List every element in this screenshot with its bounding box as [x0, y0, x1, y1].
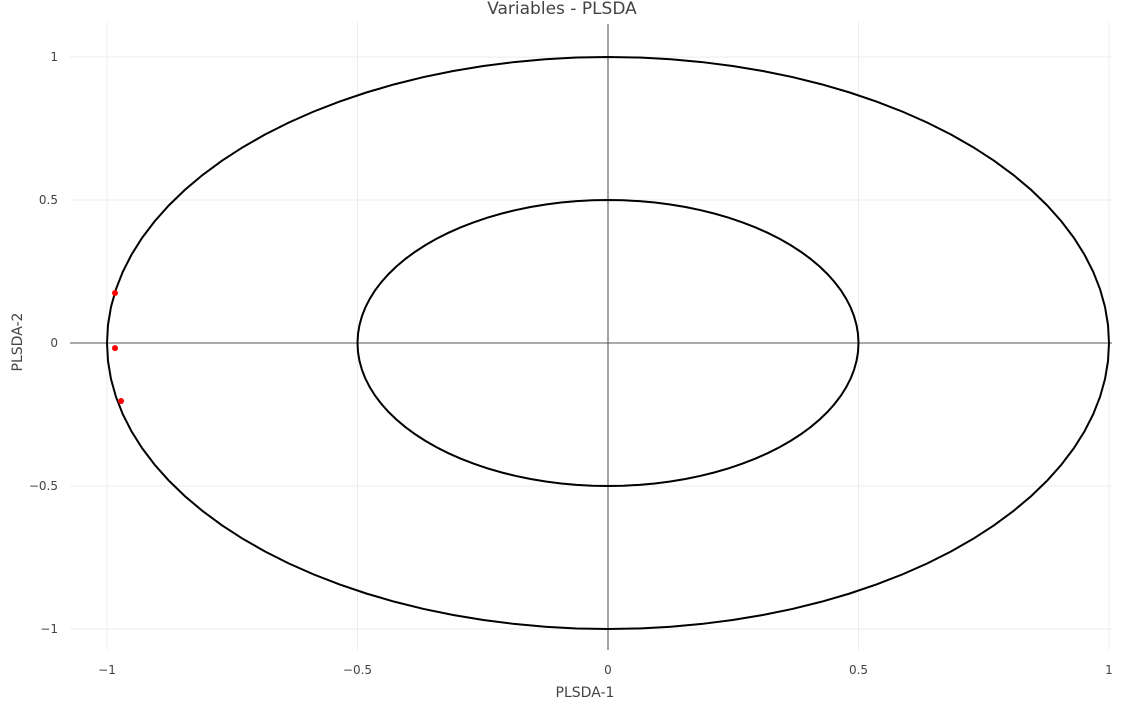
y-tick-label: 1: [50, 50, 58, 64]
variable-points: [112, 289, 125, 405]
data-point[interactable]: [118, 398, 125, 405]
y-axis-title: PLSDA-2: [10, 313, 26, 372]
correlation-circles: [105, 55, 1111, 631]
y-tick-label: 0.5: [39, 193, 58, 207]
y-tick-label: 0: [50, 336, 58, 350]
y-axis-ticks: −1 −0.5 0 0.5 1: [29, 50, 58, 636]
x-tick-label: 0.5: [849, 663, 868, 677]
inner-circle: [356, 198, 860, 488]
chart-title: Variables - PLSDA: [487, 0, 637, 19]
x-tick-label: −0.5: [343, 663, 372, 677]
x-tick-label: 0: [604, 663, 612, 677]
outer-circle: [105, 55, 1111, 631]
x-axis-title: PLSDA-1: [556, 685, 615, 701]
y-tick-label: −1: [40, 622, 58, 636]
x-axis-ticks: −1 −0.5 0 0.5 1: [98, 663, 1113, 677]
x-tick-label: −1: [98, 663, 116, 677]
grid-layer: [70, 22, 1112, 650]
zero-lines: [70, 24, 1112, 650]
x-tick-label: 1: [1105, 663, 1113, 677]
data-point[interactable]: [112, 345, 119, 352]
data-point[interactable]: [112, 289, 119, 296]
y-tick-label: −0.5: [29, 479, 58, 493]
